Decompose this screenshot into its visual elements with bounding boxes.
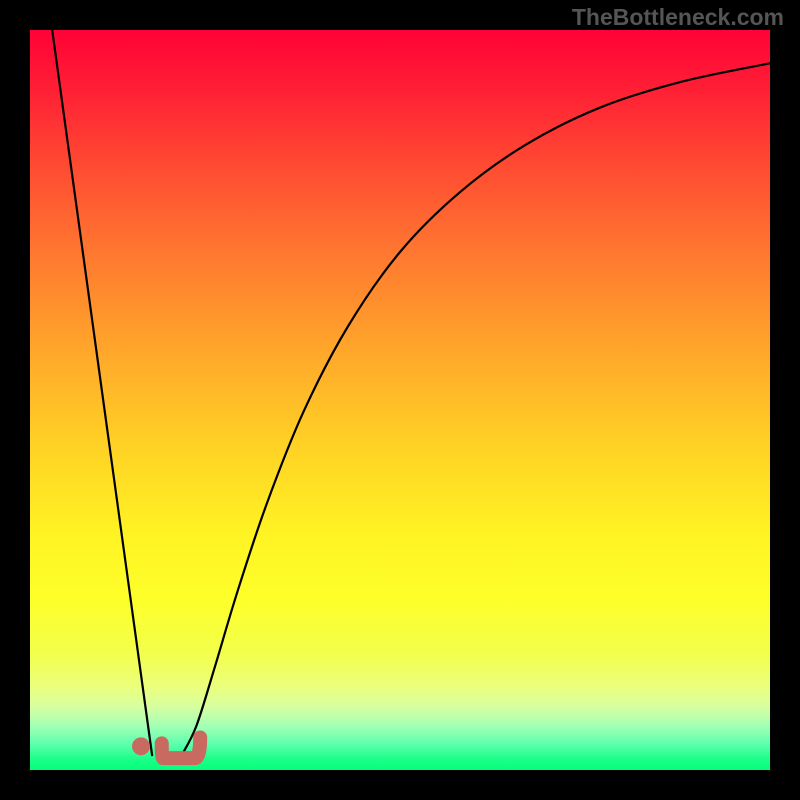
marker-dot bbox=[132, 737, 150, 755]
watermark-text: TheBottleneck.com bbox=[572, 4, 784, 31]
plot-svg bbox=[30, 30, 770, 770]
gradient-bg bbox=[30, 30, 770, 770]
plot-area bbox=[30, 30, 770, 770]
